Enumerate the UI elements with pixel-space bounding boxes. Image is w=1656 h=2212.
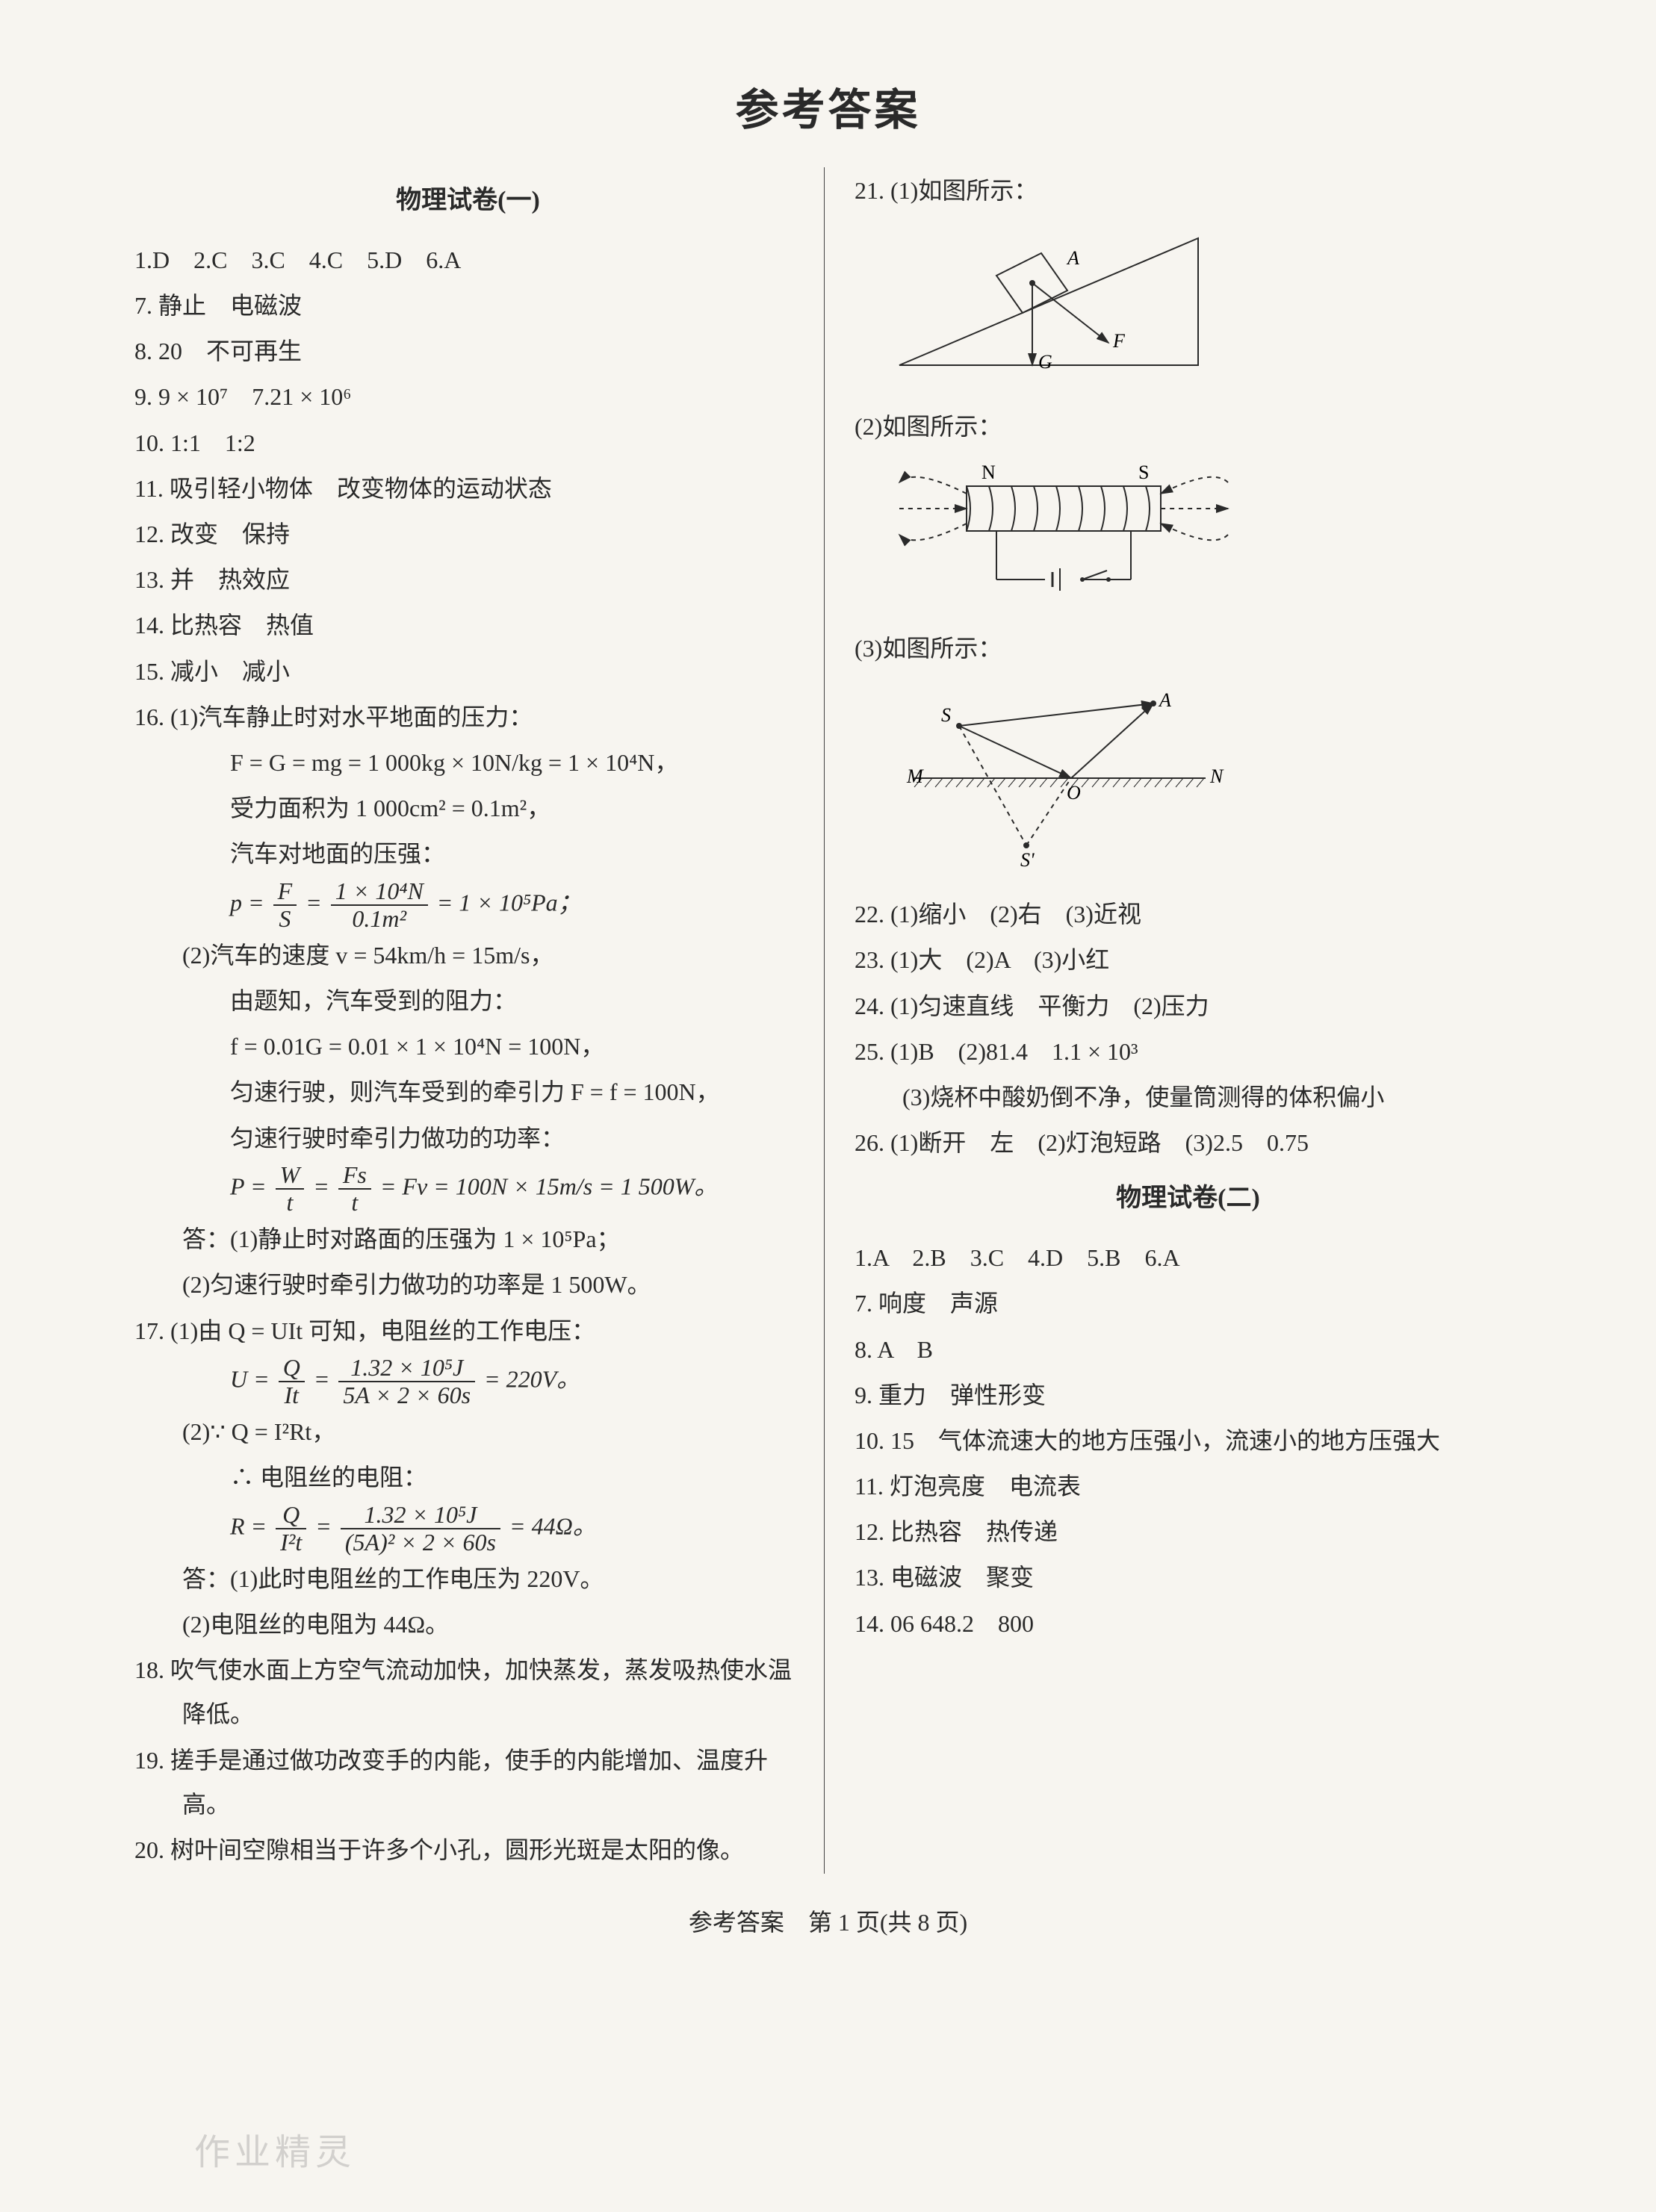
svg-text:N: N <box>981 462 996 483</box>
ans-16-1: 16. (1)汽车静止时对水平地面的压力： <box>134 695 801 739</box>
ans-12: 12. 改变 保持 <box>134 512 801 556</box>
fraction: 1.32 × 10⁵J5A × 2 × 60s <box>338 1355 475 1408</box>
ans-15: 15. 减小 减小 <box>134 650 801 694</box>
ans-16-2f: P = Wt = Fst = Fv = 100N × 15m/s = 1 500… <box>134 1162 801 1216</box>
ans-20: 20. 树叶间空隙相当于许多个小孔，圆形光斑是太阳的像。 <box>134 1828 801 1872</box>
eq-rhs: = Fv = 100N × 15m/s = 1 500W。 <box>380 1172 719 1199</box>
ans-9: 9. 9 × 10⁷ 7.21 × 10⁶ <box>134 375 801 419</box>
right-column: 21. (1)如图所示： AFG (2)如图所示： NS (3)如图所示： AS… <box>825 167 1522 1874</box>
ans-17-2: (2)∵ Q = I²Rt， <box>134 1410 801 1454</box>
ans-14: 14. 比热容 热值 <box>134 603 801 647</box>
s2-ans-1-6: 1.A 2.B 3.C 4.D 5.B 6.A <box>855 1236 1522 1280</box>
s2-ans-12: 12. 比热容 热传递 <box>855 1510 1522 1554</box>
ans-25a: 25. (1)B (2)81.4 1.1 × 10³ <box>855 1030 1522 1074</box>
ans-16-ans2: (2)匀速行驶时牵引力做功的功率是 1 500W。 <box>134 1263 801 1307</box>
eq-mid: = <box>306 889 328 916</box>
ans-16-1c: 受力面积为 1 000cm² = 0.1m²， <box>134 786 801 830</box>
svg-text:A: A <box>1158 689 1171 711</box>
two-column-layout: 物理试卷(一) 1.D 2.C 3.C 4.C 5.D 6.A 7. 静止 电磁… <box>134 167 1522 1874</box>
page-footer: 参考答案 第 1 页(共 8 页) <box>134 1904 1522 1938</box>
eq-lhs: p = <box>230 889 270 916</box>
figure-21-2: NS <box>884 460 1522 616</box>
ans-19: 19. 搓手是通过做功改变手的内能，使手的内能增加、温度升高。 <box>134 1739 801 1827</box>
solenoid-field-diagram: NS <box>884 460 1243 602</box>
s2-ans-10: 10. 15 气体流速大的地方压强小，流速小的地方压强大 <box>855 1419 1522 1463</box>
ans-17-ans1: 答：(1)此时电阻丝的工作电压为 220V。 <box>134 1557 801 1601</box>
eq-rhs: = 44Ω。 <box>509 1512 597 1539</box>
reflection-diagram: A S M N O S' <box>884 681 1228 868</box>
ans-17-1: 17. (1)由 Q = UIt 可知，电阻丝的工作电压： <box>134 1309 801 1353</box>
fraction: Wt <box>276 1162 305 1216</box>
ans-16-1d: 汽车对地面的压强： <box>134 832 801 876</box>
ans-21-2: (2)如图所示： <box>855 405 1522 449</box>
ans-16-2: (2)汽车的速度 v = 54km/h = 15m/s， <box>134 933 801 978</box>
ans-22: 22. (1)缩小 (2)右 (3)近视 <box>855 892 1522 936</box>
ans-1-6: 1.D 2.C 3.C 4.C 5.D 6.A <box>134 238 801 282</box>
figure-21-3: A S M N O S' <box>884 681 1522 882</box>
ans-17-2b: ∴ 电阻丝的电阻： <box>134 1455 801 1500</box>
fraction: QI²t <box>276 1502 306 1556</box>
ans-18: 18. 吹气使水面上方空气流动加快，加快蒸发，蒸发吸热使水温降低。 <box>134 1648 801 1736</box>
eq-mid: = <box>315 1512 338 1539</box>
fraction: 1.32 × 10⁵J(5A)² × 2 × 60s <box>341 1502 500 1556</box>
fraction: FS <box>273 878 297 932</box>
section-2-title: 物理试卷(二) <box>855 1175 1522 1222</box>
s2-ans-13: 13. 电磁波 聚变 <box>855 1556 1522 1600</box>
fraction: 1 × 10⁴N0.1m² <box>331 878 428 932</box>
eq-rhs: = 220V。 <box>484 1365 580 1392</box>
ans-7: 7. 静止 电磁波 <box>134 284 801 328</box>
ans-16-ans1: 答：(1)静止时对路面的压强为 1 × 10⁵Pa； <box>134 1217 801 1261</box>
section-1-title: 物理试卷(一) <box>134 178 801 225</box>
left-column: 物理试卷(一) 1.D 2.C 3.C 4.C 5.D 6.A 7. 静止 电磁… <box>134 167 825 1874</box>
s2-ans-11: 11. 灯泡亮度 电流表 <box>855 1464 1522 1509</box>
svg-text:A: A <box>1066 247 1079 269</box>
svg-text:S: S <box>941 704 951 726</box>
ans-16-2e: 匀速行驶时牵引力做功的功率： <box>134 1116 801 1161</box>
eq-lhs: U = <box>230 1365 276 1392</box>
eq-lhs: P = <box>230 1172 273 1199</box>
ans-13: 13. 并 热效应 <box>134 558 801 602</box>
ans-16-1e: p = FS = 1 × 10⁴N0.1m² = 1 × 10⁵Pa； <box>134 878 801 932</box>
svg-text:M: M <box>906 765 924 787</box>
ans-16-2c: f = 0.01G = 0.01 × 1 × 10⁴N = 100N， <box>134 1025 801 1069</box>
ans-16-2b: 由题知，汽车受到的阻力： <box>134 979 801 1023</box>
eq-mid: = <box>314 1365 336 1392</box>
ans-10: 10. 1:1 1:2 <box>134 421 801 465</box>
ans-17-2c: R = QI²t = 1.32 × 10⁵J(5A)² × 2 × 60s = … <box>134 1502 801 1556</box>
ans-16-1b: F = G = mg = 1 000kg × 10N/kg = 1 × 10⁴N… <box>134 741 801 785</box>
ans-21-3: (3)如图所示： <box>855 627 1522 671</box>
ans-21-1: 21. (1)如图所示： <box>855 169 1522 213</box>
incline-force-diagram: A F G <box>884 223 1213 380</box>
ans-8: 8. 20 不可再生 <box>134 329 801 373</box>
ans-24: 24. (1)匀速直线 平衡力 (2)压力 <box>855 984 1522 1028</box>
ans-23: 23. (1)大 (2)A (3)小红 <box>855 938 1522 982</box>
svg-text:G: G <box>1038 351 1052 373</box>
eq-lhs: R = <box>230 1512 273 1539</box>
fraction: Fst <box>338 1162 371 1216</box>
s2-ans-7: 7. 响度 声源 <box>855 1281 1522 1326</box>
s2-ans-9: 9. 重力 弹性形变 <box>855 1373 1522 1417</box>
s2-ans-14: 14. 06 648.2 800 <box>855 1602 1522 1646</box>
svg-text:F: F <box>1112 330 1126 352</box>
ans-16-2d: 匀速行驶，则汽车受到的牵引力 F = f = 100N， <box>134 1070 801 1114</box>
svg-text:S: S <box>1138 462 1149 483</box>
ans-11: 11. 吸引轻小物体 改变物体的运动状态 <box>134 467 801 511</box>
figure-21-1: A F G <box>884 223 1522 394</box>
page-title: 参考答案 <box>134 75 1522 137</box>
fraction: QIt <box>279 1355 305 1408</box>
eq-mid: = <box>313 1172 335 1199</box>
svg-text:N: N <box>1209 765 1224 787</box>
s2-ans-8: 8. A B <box>855 1328 1522 1372</box>
ans-17-ans2: (2)电阻丝的电阻为 44Ω。 <box>134 1603 801 1647</box>
eq-rhs: = 1 × 10⁵Pa； <box>437 889 582 916</box>
svg-text:S': S' <box>1020 849 1035 868</box>
ans-17-1b: U = QIt = 1.32 × 10⁵J5A × 2 × 60s = 220V… <box>134 1355 801 1408</box>
svg-text:O: O <box>1067 782 1081 804</box>
ans-26: 26. (1)断开 左 (2)灯泡短路 (3)2.5 0.75 <box>855 1121 1522 1165</box>
watermark: 作业精灵 <box>194 2122 356 2175</box>
ans-25b: (3)烧杯中酸奶倒不净，使量筒测得的体积偏小 <box>855 1075 1522 1119</box>
